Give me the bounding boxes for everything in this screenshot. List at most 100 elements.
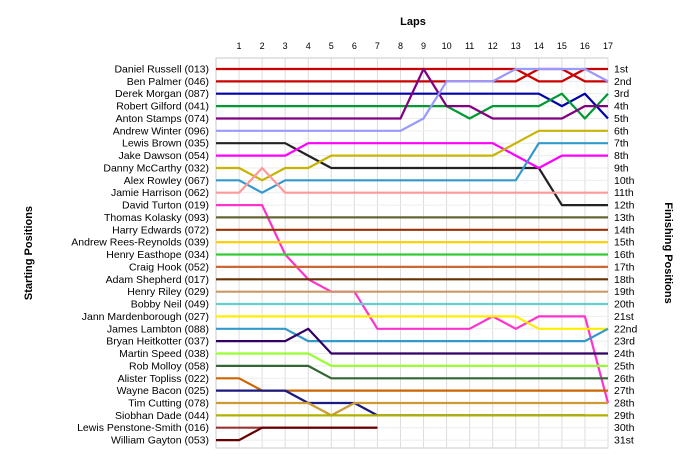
starting-name-label: Henry Riley (029)	[127, 286, 209, 298]
starting-name-label: Daniel Russell (013)	[114, 64, 209, 76]
finishing-position-label: 2nd	[614, 76, 632, 88]
chart-title: Laps	[400, 16, 426, 28]
starting-name-label: Henry Easthope (034)	[106, 249, 209, 261]
series-line	[216, 364, 608, 380]
starting-name-label: Harry Edwards (072)	[112, 224, 209, 236]
finishing-position-label: 6th	[614, 125, 629, 137]
lap-ticks: 1 2 3 4 5 6 7 8 9 10 11 12 13 14 15 16 17	[237, 41, 613, 51]
finishing-position-label: 4th	[614, 101, 629, 113]
starting-name-label: Danny McCarthy (032)	[103, 162, 209, 174]
series-line	[216, 327, 608, 355]
finishing-position-label: 14th	[614, 224, 635, 236]
finishing-position-label: 23rd	[614, 336, 635, 348]
series-line	[216, 377, 608, 392]
lap-tick-label: 1	[237, 41, 242, 51]
finishing-position-label: 5th	[614, 113, 629, 125]
starting-name-label: Lewis Penstone-Smith (016)	[77, 422, 209, 434]
starting-name-label: David Turton (019)	[122, 200, 209, 212]
starting-name-label: Adam Shepherd (017)	[106, 274, 209, 286]
finishing-position-label: 22nd	[614, 323, 638, 335]
y-axis-label-left: Starting Positions	[23, 206, 35, 300]
finishing-position-label: 9th	[614, 162, 629, 174]
finishing-position-label: 19th	[614, 286, 635, 298]
starting-name-label: William Gayton (053)	[111, 435, 209, 447]
series-line	[216, 352, 608, 367]
lap-tick-label: 11	[465, 41, 474, 51]
lap-tick-label: 17	[603, 41, 613, 51]
lap-tick-label: 15	[557, 41, 567, 51]
series-lines	[216, 67, 610, 442]
lap-tick-label: 9	[421, 41, 426, 51]
finishing-position-label: 16th	[614, 249, 635, 261]
starting-name-label: Andrew Rees-Reynolds (039)	[71, 237, 209, 249]
finishing-position-label: 12th	[614, 200, 635, 212]
series-line	[216, 142, 608, 207]
starting-name-label: Lewis Brown (035)	[122, 138, 209, 150]
lap-tick-label: 12	[488, 41, 498, 51]
lap-tick-label: 4	[306, 41, 311, 51]
finishing-position-label: 13th	[614, 212, 635, 224]
lap-tick-label: 2	[260, 41, 265, 51]
series-line	[216, 426, 378, 442]
lap-tick-label: 14	[534, 41, 544, 51]
starting-name-label: Alex Rowley (067)	[124, 175, 209, 187]
finishing-position-label: 18th	[614, 274, 635, 286]
finishing-position-label: 25th	[614, 360, 635, 372]
lap-tick-label: 10	[442, 41, 452, 51]
finishing-position-label: 27th	[614, 385, 635, 397]
finishing-position-label: 31st	[614, 435, 634, 447]
starting-name-label: Jake Dawson (054)	[119, 150, 209, 162]
finishing-position-label: 28th	[614, 397, 635, 409]
starting-name-label: Siobhan Dade (044)	[115, 410, 209, 422]
series-line	[216, 142, 608, 194]
starting-name-label: Wayne Bacon (025)	[117, 385, 209, 397]
starting-name-label: Craig Hook (052)	[129, 261, 209, 273]
lap-tick-label: 8	[398, 41, 403, 51]
starting-name-label: Martin Speed (038)	[119, 348, 209, 360]
y-axis-label-right: Finishing Positions	[662, 202, 674, 303]
finishing-position-label: 7th	[614, 138, 629, 150]
series-line	[216, 67, 608, 83]
starting-name-label: Ben Palmer (046)	[127, 76, 209, 88]
starting-name-label: Anton Stamps (074)	[116, 113, 209, 125]
finishing-position-label: 30th	[614, 422, 635, 434]
finishing-position-label: 1st	[614, 64, 628, 76]
finishing-positions: 1st2nd3rd4th5th6th7th8th9th10th11th12th1…	[614, 64, 638, 447]
lap-tick-label: 5	[329, 41, 334, 51]
starting-name-label: James Lambton (088)	[107, 323, 209, 335]
starting-name-label: Alister Topliss (022)	[118, 373, 209, 385]
series-line	[216, 129, 608, 182]
series-line	[216, 204, 610, 404]
finishing-position-label: 8th	[614, 150, 629, 162]
lap-tick-label: 7	[375, 41, 380, 51]
starting-name-label: Bryan Heitkotter (037)	[106, 336, 209, 348]
series-line	[216, 315, 608, 330]
finishing-position-label: 20th	[614, 299, 635, 311]
starting-name-label: Bobby Neil (049)	[131, 299, 209, 311]
finishing-position-label: 21st	[614, 311, 634, 323]
lap-tick-label: 3	[283, 41, 288, 51]
finishing-position-label: 17th	[614, 261, 635, 273]
series-line	[216, 142, 608, 170]
lap-tick-label: 6	[352, 41, 357, 51]
finishing-position-label: 10th	[614, 175, 635, 187]
series-line	[216, 401, 608, 417]
starting-name-label: Jann Mardenborough (027)	[82, 311, 209, 323]
lap-tick-label: 13	[511, 41, 521, 51]
starting-name-label: Derek Morgan (087)	[115, 88, 209, 100]
starting-name-label: Thomas Kolasky (093)	[104, 212, 209, 224]
finishing-position-label: 26th	[614, 373, 635, 385]
finishing-position-label: 11th	[614, 187, 634, 199]
lap-tick-label: 16	[580, 41, 590, 51]
finishing-position-label: 24th	[614, 348, 635, 360]
starting-name-label: Robert Gilford (041)	[116, 101, 209, 113]
series-line	[216, 67, 608, 83]
finishing-position-label: 29th	[614, 410, 635, 422]
starting-name-label: Tim Cutting (078)	[128, 397, 209, 409]
starting-name-label: Jamie Harrison (062)	[111, 187, 209, 199]
finishing-position-label: 15th	[614, 237, 635, 249]
finishing-position-label: 3rd	[614, 88, 629, 100]
series-line	[216, 92, 609, 120]
